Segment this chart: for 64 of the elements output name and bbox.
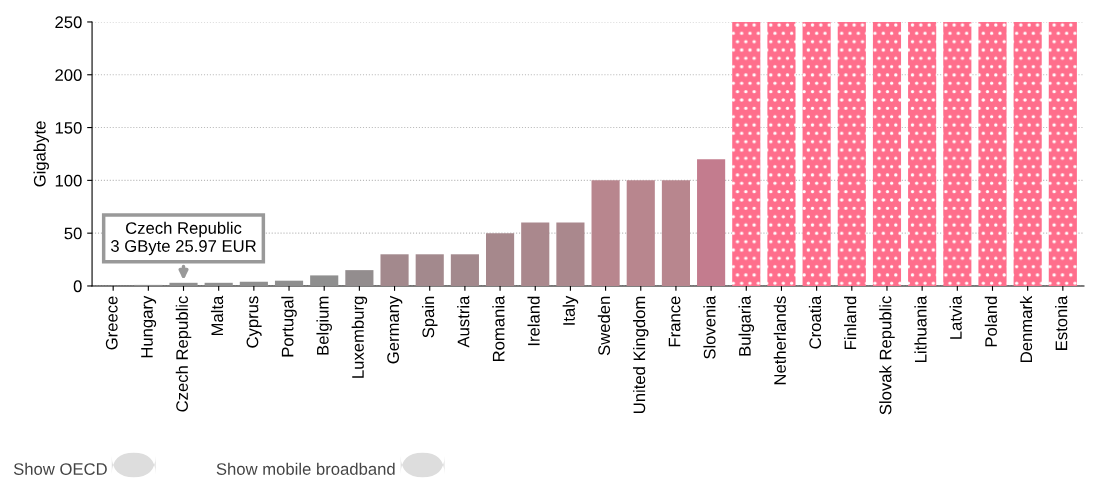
x-tick-label: Bulgaria xyxy=(738,295,755,356)
bar xyxy=(345,270,374,286)
bar xyxy=(204,282,233,286)
x-tick-label: Czech Republic xyxy=(175,296,192,412)
x-tick-label: Hungary xyxy=(141,295,157,358)
bar xyxy=(239,281,268,286)
bar xyxy=(978,21,1007,286)
y-tick-label: 250 xyxy=(55,16,82,29)
bar xyxy=(556,222,585,286)
text: Show mobile broadband xyxy=(216,462,395,475)
x-tick-label: Sweden xyxy=(597,296,611,356)
bar xyxy=(1013,21,1042,286)
bar xyxy=(802,21,831,286)
x-tick-label: Romania xyxy=(492,295,505,362)
x-tick-label: Slovak Republic xyxy=(879,296,895,415)
x-tick-label: Italy xyxy=(562,295,579,325)
y-axis-title: Gigabyte xyxy=(33,121,49,187)
text: Show OECD xyxy=(13,462,107,475)
x-tick-label: Portugal xyxy=(281,296,297,357)
bar xyxy=(732,21,761,286)
y-tick-label: 200 xyxy=(55,69,82,81)
y-tick-label: 150 xyxy=(55,121,82,134)
x-tick-label: Finland xyxy=(844,296,857,349)
bar xyxy=(310,275,339,286)
x-tick-label: Malta xyxy=(210,295,224,336)
annotation: Czech Republic 3 GByte 25.97 EUR xyxy=(110,221,256,256)
bar xyxy=(872,21,902,286)
bar xyxy=(169,282,198,286)
x-tick-label: Lithuania xyxy=(914,295,927,362)
x-tick-label: Spain xyxy=(421,296,438,338)
y-tick-label: 50 xyxy=(64,227,82,240)
bar xyxy=(274,280,304,286)
x-tick-label: Cyprus xyxy=(246,296,262,348)
x-tick-label: Denmark xyxy=(1019,295,1033,362)
bar xyxy=(380,254,409,286)
y-tick-label: 100 xyxy=(55,174,82,187)
x-tick-label: Estonia xyxy=(1055,295,1068,350)
x-tick-label: Poland xyxy=(984,296,997,347)
x-tick-label: France xyxy=(668,296,681,347)
bar xyxy=(837,21,866,286)
bar xyxy=(626,180,655,286)
x-tick-label: Netherlands xyxy=(773,296,786,385)
bar xyxy=(1048,21,1077,286)
x-tick-label: Greece xyxy=(105,296,118,350)
bar xyxy=(661,180,691,286)
x-tick-label: Germany xyxy=(387,295,403,364)
bar xyxy=(486,233,515,286)
x-tick-label: United Kingdom xyxy=(633,296,649,413)
x-tick-label: Slovenia xyxy=(703,295,716,359)
bar xyxy=(943,21,972,286)
bar xyxy=(521,222,550,286)
bar xyxy=(450,254,479,286)
bar xyxy=(591,180,620,286)
bar xyxy=(767,21,796,286)
x-tick-label: Latvia xyxy=(949,295,962,339)
x-tick-label: Austria xyxy=(457,295,470,348)
x-tick-label: Belgium xyxy=(316,296,332,355)
x-tick-label: Croatia xyxy=(808,295,822,349)
x-tick-label: Ireland xyxy=(527,296,540,346)
bar xyxy=(697,159,726,286)
y-tick-label: 0 xyxy=(73,280,82,293)
bar xyxy=(415,254,444,286)
bar xyxy=(908,21,937,286)
x-tick-label: Luxemburg xyxy=(351,296,368,378)
